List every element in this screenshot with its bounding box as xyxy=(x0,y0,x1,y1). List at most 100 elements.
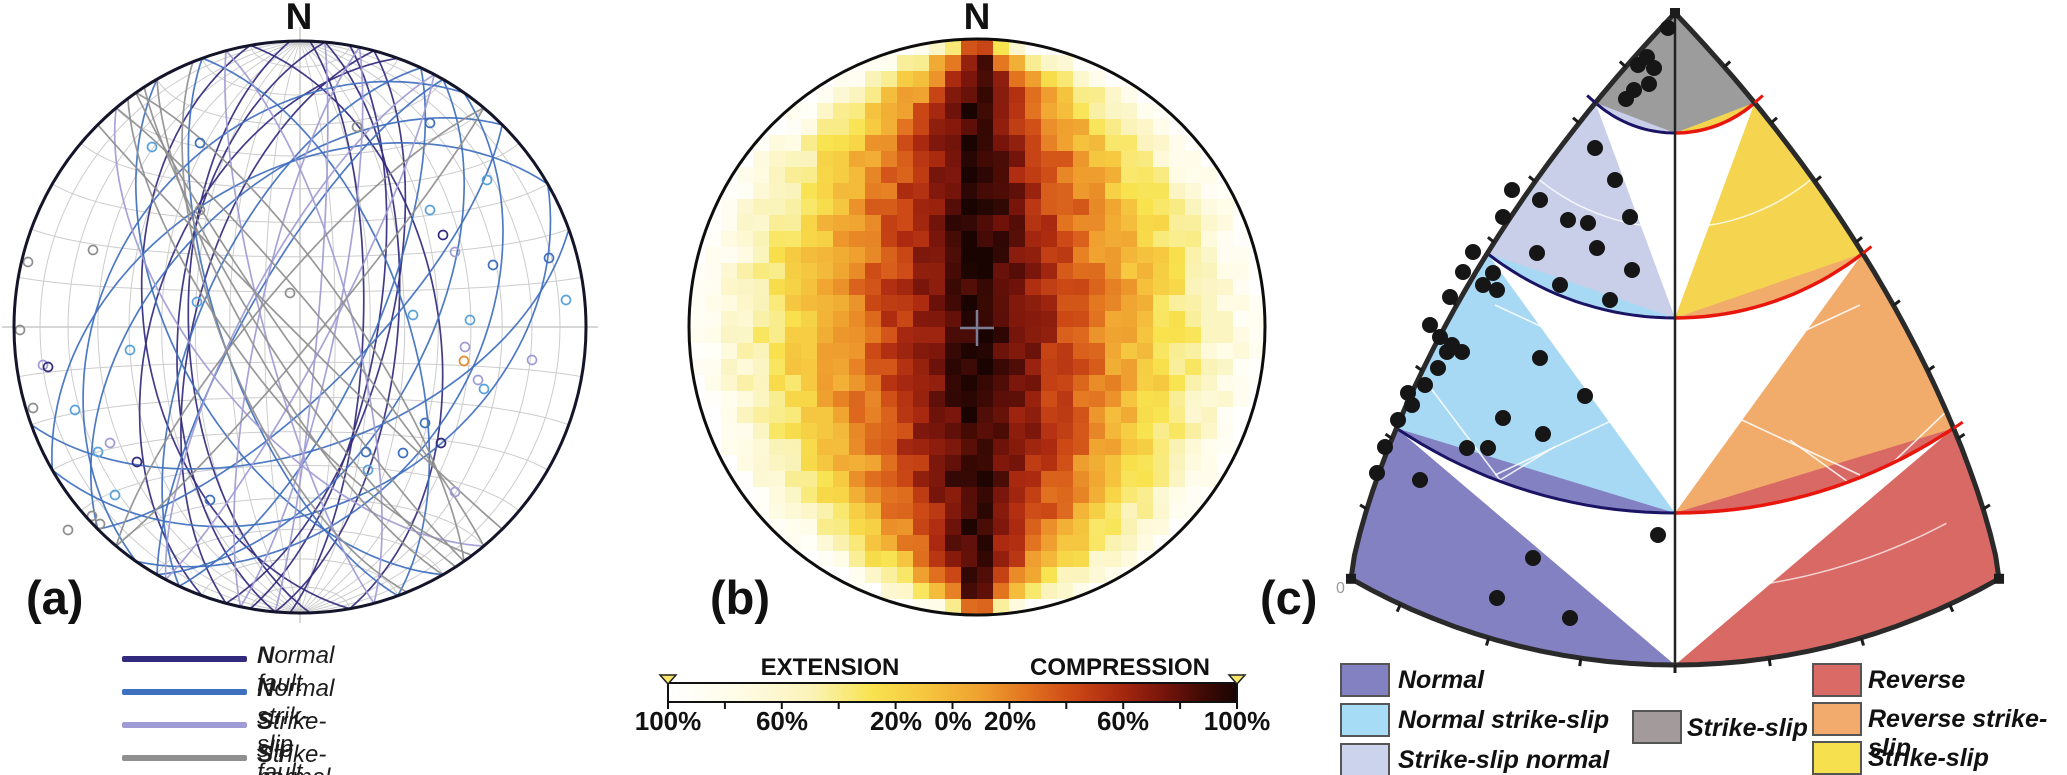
heatmap-cell xyxy=(1233,359,1249,375)
heatmap-cell xyxy=(801,375,817,391)
heatmap-cell xyxy=(1025,567,1041,583)
heatmap-cell xyxy=(1169,183,1185,199)
legend-swatch-strike-slip-reverse xyxy=(1812,741,1862,775)
heatmap-cell xyxy=(753,439,769,455)
heatmap-cell xyxy=(801,167,817,183)
heatmap-cell xyxy=(705,311,721,327)
classification-dot xyxy=(1432,329,1448,345)
heatmap-cell xyxy=(1153,279,1169,295)
heatmap-cell xyxy=(913,167,929,183)
heatmap-cell xyxy=(1201,343,1217,359)
pole-marker xyxy=(407,309,419,321)
heatmap-cell xyxy=(993,439,1009,455)
legend-swatch-strike-slip-normal xyxy=(1340,743,1390,775)
heatmap-cell xyxy=(1025,55,1041,71)
heatmap-cell xyxy=(833,263,849,279)
classification-dot xyxy=(1422,317,1438,333)
heatmap-cell xyxy=(721,487,737,503)
heatmap-cell xyxy=(785,279,801,295)
heatmap-cell xyxy=(913,327,929,343)
heatmap-cell xyxy=(1185,199,1201,215)
heatmap-cell xyxy=(897,519,913,535)
heatmap-cell xyxy=(881,311,897,327)
heatmap-cell xyxy=(945,503,961,519)
heatmap-cell xyxy=(913,455,929,471)
heatmap-cell xyxy=(977,551,993,567)
heatmap-cell xyxy=(1057,311,1073,327)
heatmap-cell xyxy=(753,423,769,439)
heatmap-cell xyxy=(1089,551,1105,567)
heatmap-cell xyxy=(737,439,753,455)
heatmap-cell xyxy=(801,519,817,535)
heatmap-cell xyxy=(1025,279,1041,295)
heatmap-cell xyxy=(1185,311,1201,327)
heatmap-cell xyxy=(801,359,817,375)
heatmap-cell xyxy=(1201,391,1217,407)
heatmap-cell xyxy=(1009,263,1025,279)
heatmap-cell xyxy=(897,583,913,599)
heatmap-cell xyxy=(753,119,769,135)
heatmap-cell xyxy=(817,263,833,279)
heatmap-cell xyxy=(817,471,833,487)
heatmap-cell xyxy=(977,215,993,231)
heatmap-cell xyxy=(1073,135,1089,151)
heatmap-cell xyxy=(1137,343,1153,359)
heatmap-cell xyxy=(929,487,945,503)
legend-label-strike-slip: Strike-slip xyxy=(1687,714,1808,742)
heatmap-cell xyxy=(1249,423,1264,439)
heatmap-cell xyxy=(1089,87,1105,103)
heatmap-cell xyxy=(1121,119,1137,135)
heatmap-cell xyxy=(801,343,817,359)
classification-dot xyxy=(1660,20,1676,36)
heatmap-cell xyxy=(1169,295,1185,311)
heatmap-cell xyxy=(1025,423,1041,439)
heatmap-cell xyxy=(913,503,929,519)
heatmap-cell xyxy=(817,551,833,567)
pole-marker xyxy=(87,244,99,256)
heatmap-cell xyxy=(1169,407,1185,423)
heatmap-cell xyxy=(977,391,993,407)
heatmap-cell xyxy=(1089,199,1105,215)
heatmap-cell xyxy=(897,439,913,455)
heatmap-cell xyxy=(1153,423,1169,439)
heatmap-cell xyxy=(1041,103,1057,119)
heatmap-cell xyxy=(1009,167,1025,183)
heatmap-cell xyxy=(913,263,929,279)
heatmap-cell xyxy=(753,343,769,359)
heatmap-cell xyxy=(993,40,1009,55)
heatmap-cell xyxy=(913,343,929,359)
heatmap-cell xyxy=(1153,375,1169,391)
fault-plane-arc-n xyxy=(225,50,407,605)
heatmap-cell xyxy=(1121,359,1137,375)
heatmap-cell xyxy=(785,471,801,487)
panel-label-b: (b) xyxy=(710,571,771,624)
heatmap-cell xyxy=(721,151,737,167)
heatmap-cell xyxy=(1153,119,1169,135)
heatmap-cell xyxy=(753,311,769,327)
pole-marker xyxy=(191,296,203,308)
legend-line-swatch xyxy=(122,755,247,761)
heatmap-cell xyxy=(833,503,849,519)
heatmap-cell xyxy=(833,471,849,487)
colorbar xyxy=(658,674,1247,709)
heatmap-cell xyxy=(801,103,817,119)
edge-tick xyxy=(1723,60,1732,68)
pole-marker xyxy=(360,446,372,458)
heatmap-cell xyxy=(1217,215,1233,231)
heatmap-cell xyxy=(945,599,961,614)
heatmap-cell xyxy=(1041,295,1057,311)
legend-item-label: Normal fault xyxy=(257,642,335,697)
heatmap-cell xyxy=(1009,535,1025,551)
heatmap-cell xyxy=(913,183,929,199)
heatmap-cell xyxy=(865,567,881,583)
heatmap-cell xyxy=(897,455,913,471)
heatmap-cell xyxy=(753,183,769,199)
heatmap-cell xyxy=(881,119,897,135)
heatmap-cell xyxy=(1201,167,1217,183)
heatmap-cell xyxy=(1105,199,1121,215)
heatmap-cell xyxy=(1041,487,1057,503)
graticule-parallel xyxy=(52,431,548,471)
heatmap-cell xyxy=(993,247,1009,263)
heatmap-cell xyxy=(993,455,1009,471)
heatmap-cell xyxy=(785,311,801,327)
